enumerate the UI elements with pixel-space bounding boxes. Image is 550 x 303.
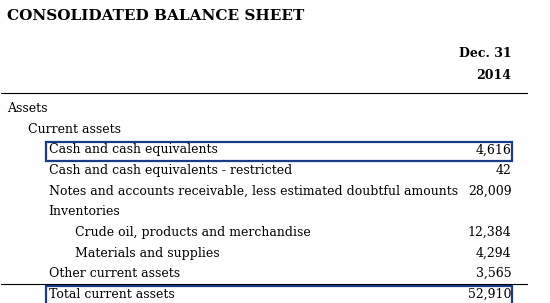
Text: Cash and cash equivalents: Cash and cash equivalents (49, 143, 218, 156)
Text: 4,294: 4,294 (476, 247, 512, 260)
Text: Dec. 31: Dec. 31 (459, 47, 512, 60)
Text: 2014: 2014 (477, 69, 512, 82)
Text: Total current assets: Total current assets (49, 288, 174, 301)
Bar (46, 286, 512, 303)
Text: 42: 42 (496, 164, 512, 177)
Text: Current assets: Current assets (28, 123, 120, 136)
Text: Crude oil, products and merchandise: Crude oil, products and merchandise (75, 226, 311, 239)
Text: CONSOLIDATED BALANCE SHEET: CONSOLIDATED BALANCE SHEET (7, 9, 304, 23)
Text: Notes and accounts receivable, less estimated doubtful amounts: Notes and accounts receivable, less esti… (49, 185, 458, 198)
Text: Materials and supplies: Materials and supplies (75, 247, 219, 260)
Text: 28,009: 28,009 (468, 185, 512, 198)
Text: 3,565: 3,565 (476, 267, 512, 280)
Text: Assets: Assets (7, 102, 47, 115)
Text: 4,616: 4,616 (476, 143, 512, 156)
Text: Cash and cash equivalents - restricted: Cash and cash equivalents - restricted (49, 164, 292, 177)
Text: Inventories: Inventories (49, 205, 120, 218)
Text: Other current assets: Other current assets (49, 267, 180, 280)
Text: 12,384: 12,384 (468, 226, 512, 239)
Text: 52,910: 52,910 (468, 288, 512, 301)
Bar (46, 142, 512, 161)
